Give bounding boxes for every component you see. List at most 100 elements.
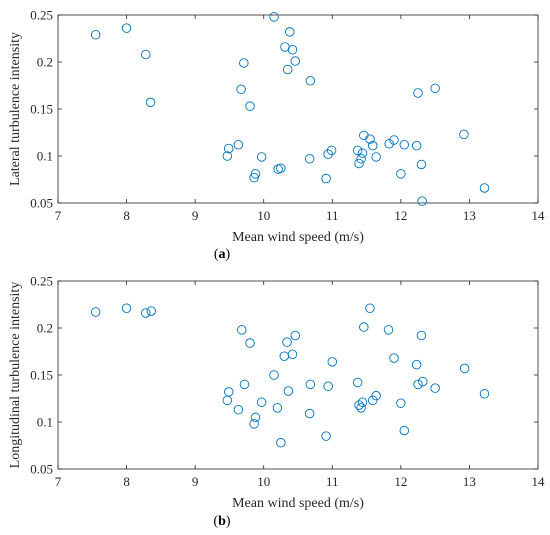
x-tick-label: 14 [532, 208, 546, 223]
data-point [272, 403, 283, 413]
data-point [282, 337, 292, 347]
data-point [418, 376, 428, 387]
data-point [90, 29, 101, 40]
y-tick-label: 0.2 [37, 321, 53, 336]
data-point [121, 23, 132, 33]
data-point [389, 135, 399, 145]
y-tick-label: 0.05 [30, 196, 53, 211]
data-point [417, 196, 427, 206]
y-tick-label: 0.2 [37, 55, 53, 70]
data-point [276, 437, 286, 448]
x-axis-label: Mean wind speed (m/s) [232, 230, 364, 245]
y-axis-label: Longitudinal turbulence intensity [8, 282, 23, 469]
data-point [367, 140, 378, 151]
data-point [357, 148, 368, 158]
data-point [323, 149, 333, 159]
data-point [365, 303, 375, 314]
x-tick-label: 7 [55, 208, 62, 223]
data-point [304, 154, 315, 164]
data-point [356, 154, 366, 164]
data-point [354, 158, 364, 169]
data-point [269, 370, 279, 380]
y-tick-label: 0.15 [30, 368, 53, 383]
data-point [283, 386, 294, 396]
panel-letter: b [218, 514, 226, 529]
chart-b: 7 8 9 10 11 12 13 14 0.05 0.1 0.15 0.2 0.25 Mean wind… [8, 274, 545, 530]
x-tick-label: 12 [394, 474, 407, 489]
data-point [304, 408, 315, 419]
data-point [237, 325, 247, 335]
data-point [416, 330, 427, 341]
data-point [371, 152, 381, 162]
data-point [479, 389, 490, 399]
data-point [245, 101, 255, 111]
panel-caption: (b) [213, 514, 230, 529]
data-point [290, 330, 301, 341]
data-point [223, 387, 234, 397]
y-axis-label: Lateral turbulence intensity [8, 32, 23, 186]
data-point [411, 359, 422, 370]
data-point [384, 139, 394, 149]
data-point [121, 303, 132, 314]
data-point [146, 306, 157, 316]
data-point [276, 163, 286, 173]
y-tick-label: 0.25 [30, 8, 53, 23]
data-point [357, 397, 368, 408]
data-point [223, 143, 234, 154]
data-point [290, 56, 301, 66]
data-point [222, 151, 233, 161]
x-tick-label: 12 [394, 208, 407, 223]
data-point [383, 325, 394, 335]
x-tick-label: 9 [192, 474, 199, 489]
data-point [256, 152, 267, 162]
y-tick-label: 0.15 [30, 102, 53, 117]
data-point [239, 58, 249, 68]
data-point [327, 357, 338, 367]
data-point [430, 83, 440, 94]
y-tick-label: 0.1 [37, 415, 53, 430]
data-point [413, 379, 423, 390]
data-point [233, 139, 244, 150]
data-point [365, 134, 375, 144]
data-point [399, 139, 410, 150]
data-point [250, 169, 261, 179]
data-point [236, 84, 246, 95]
data-point [416, 159, 427, 170]
y-tick-label: 0.1 [37, 149, 53, 164]
data-point [399, 425, 410, 436]
data-point [256, 397, 267, 408]
data-point [356, 403, 366, 413]
data-point [413, 88, 423, 98]
data-point [352, 377, 363, 388]
data-point [411, 140, 422, 151]
data-point [287, 349, 298, 360]
chart-a: 7 8 9 10 11 12 13 14 0.05 0.1 0.15 0.2 0.25 Mean wind… [8, 8, 545, 263]
data-point [269, 12, 279, 22]
data-point [352, 145, 363, 156]
panel-caption: (a) [214, 247, 231, 262]
x-tick-label: 8 [123, 208, 130, 223]
data-point [354, 400, 364, 410]
x-tick-label: 13 [463, 474, 476, 489]
data-point [282, 64, 293, 75]
data-point [285, 27, 295, 37]
data-point [145, 97, 156, 108]
x-tick-label: 9 [192, 208, 199, 223]
data-point [459, 129, 469, 140]
x-tick-label: 13 [463, 208, 476, 223]
plot-area [57, 280, 539, 470]
data-point [141, 49, 151, 60]
data-point [389, 353, 399, 363]
x-tick-label: 11 [326, 474, 339, 489]
data-point [250, 412, 261, 423]
data-point [321, 431, 331, 441]
data-point [430, 383, 440, 393]
data-point [396, 169, 406, 179]
x-axis-label: Mean wind speed (m/s) [232, 496, 364, 511]
data-point [305, 379, 316, 390]
data-point [326, 145, 337, 156]
data-point [323, 381, 333, 392]
data-point [459, 363, 470, 374]
data-point [249, 419, 259, 429]
